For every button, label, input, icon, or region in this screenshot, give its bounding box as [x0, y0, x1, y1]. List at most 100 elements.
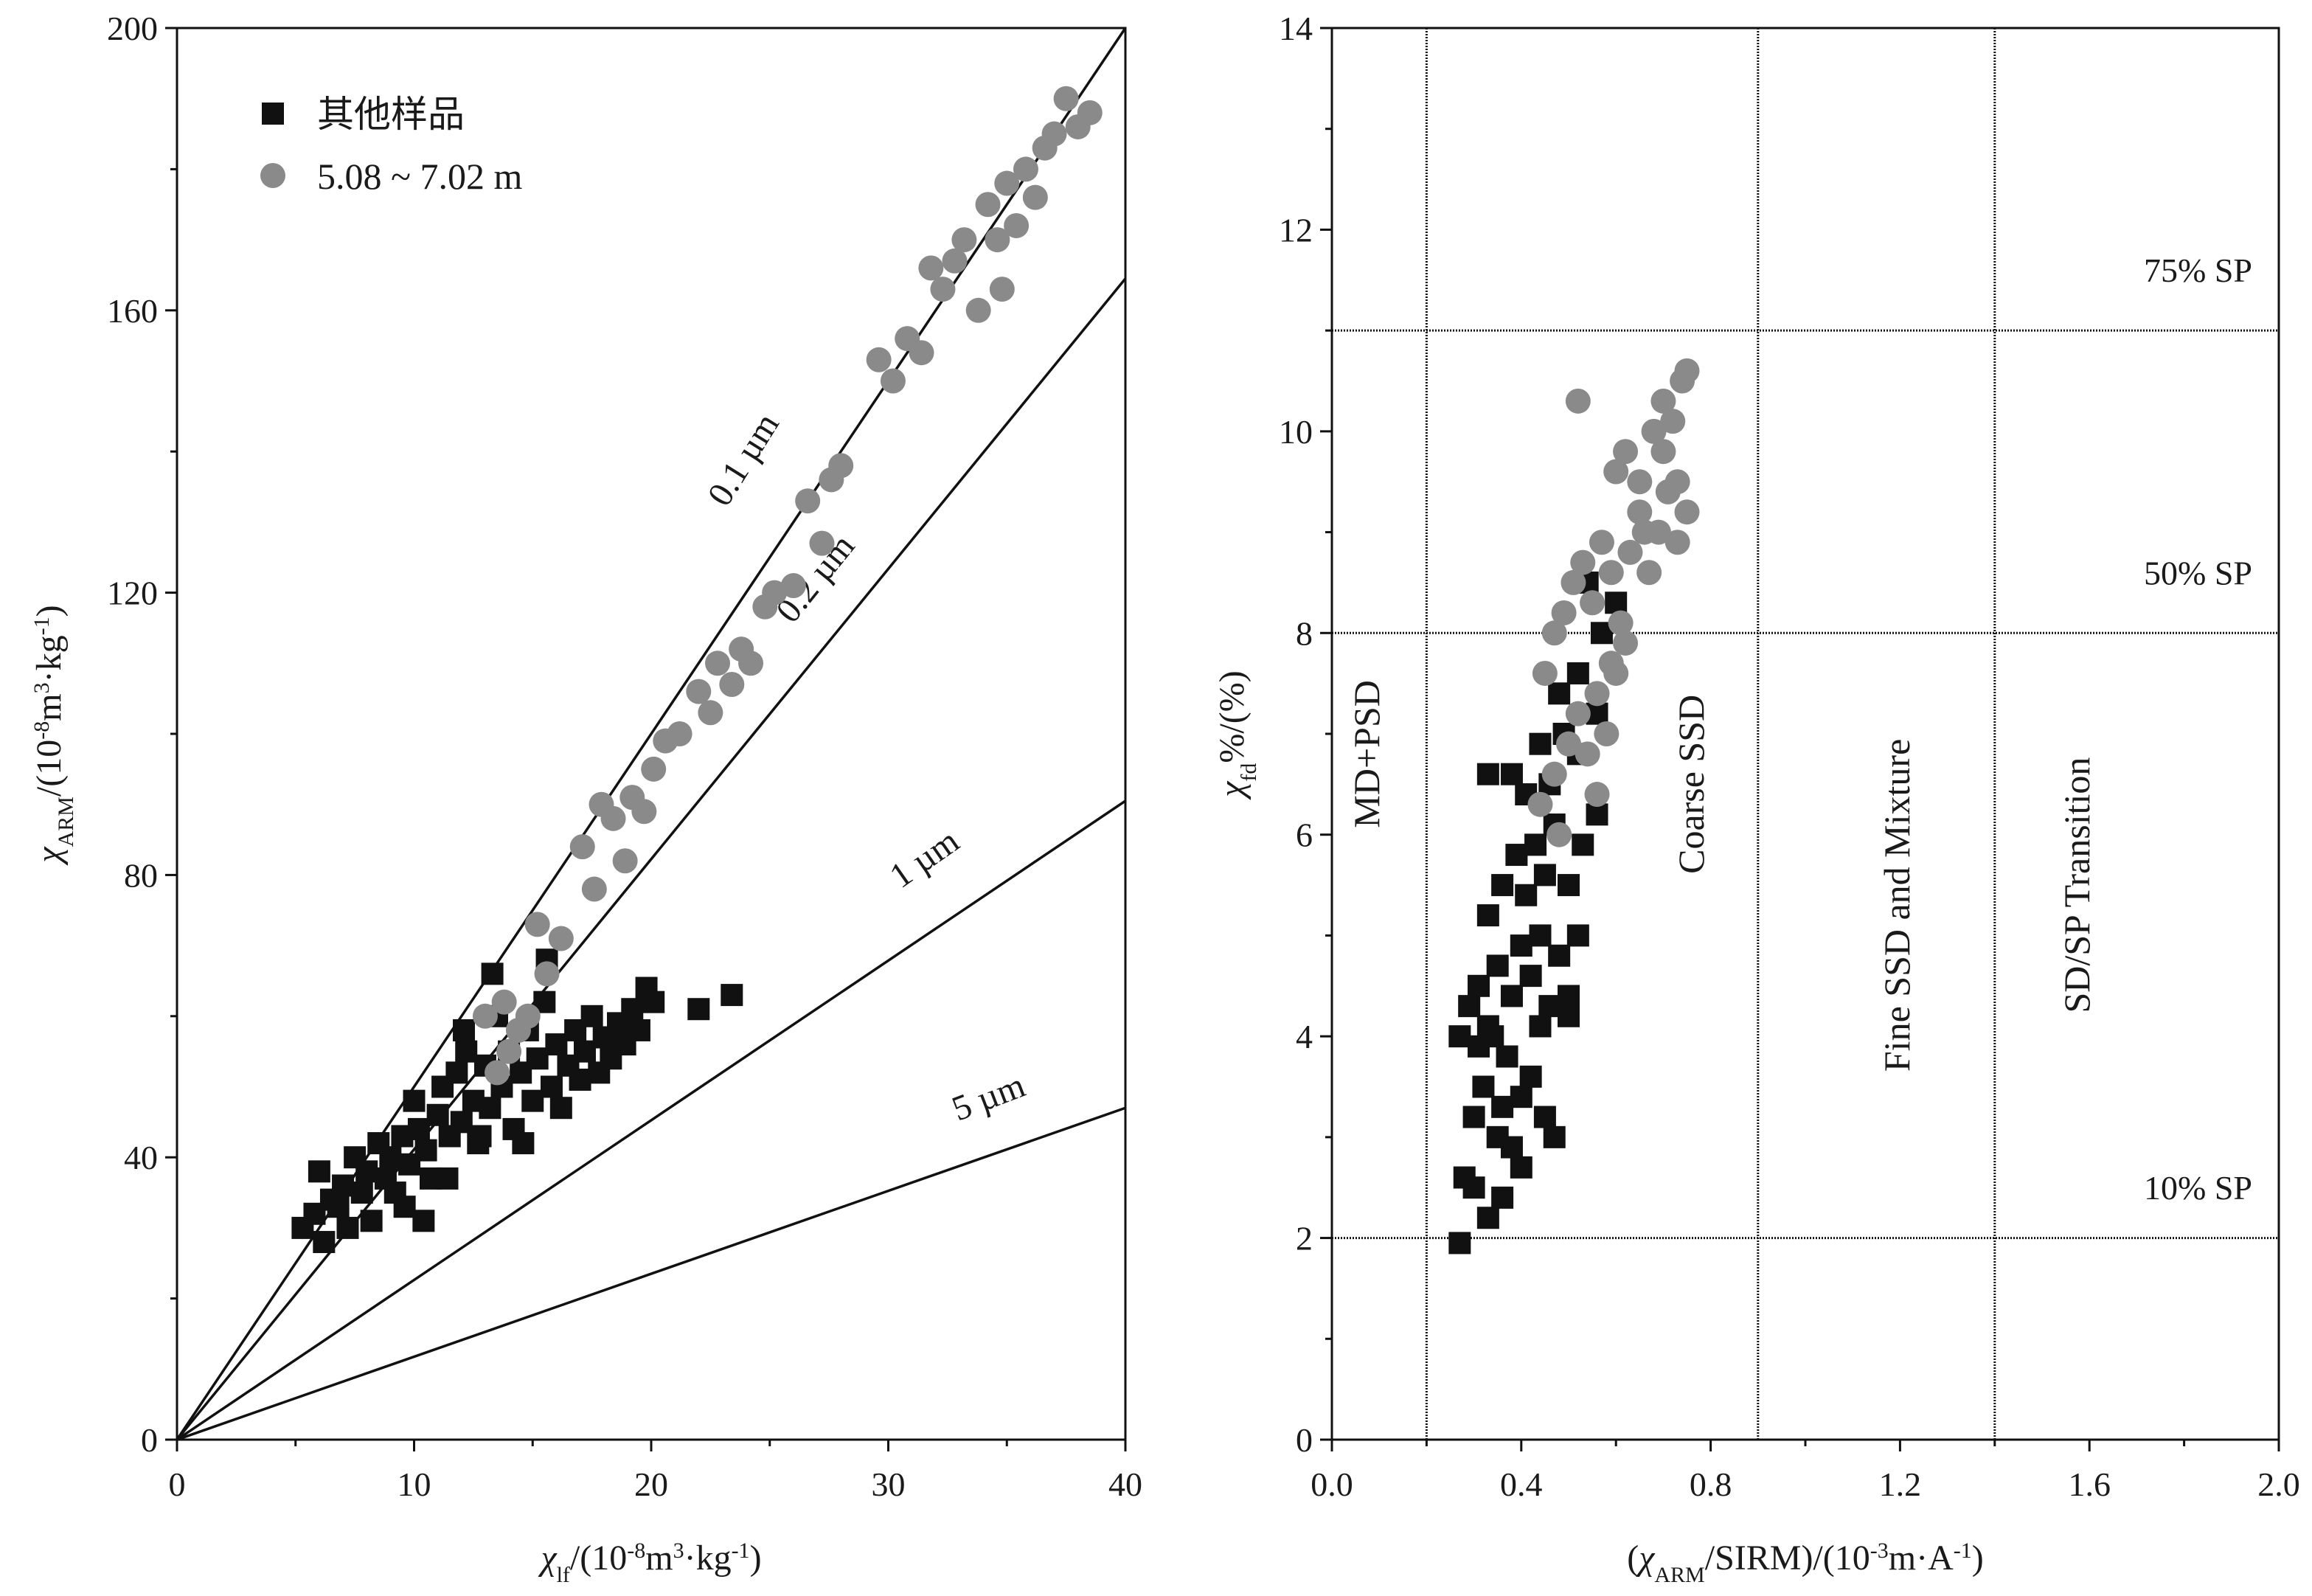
- data-point-square: [1548, 682, 1571, 705]
- data-point-square: [453, 1019, 476, 1041]
- data-point-circle: [1650, 388, 1676, 414]
- data-point-circle: [1603, 459, 1629, 485]
- data-point-square: [313, 1231, 336, 1254]
- right-x-tick-label: 0.0: [1311, 1465, 1353, 1503]
- data-point-square: [1468, 974, 1490, 997]
- data-point-square: [1462, 1106, 1485, 1128]
- data-point-circle: [809, 530, 835, 556]
- data-point-circle: [965, 297, 991, 323]
- data-point-circle: [515, 1003, 541, 1029]
- data-point-circle: [1598, 560, 1624, 586]
- data-point-square: [450, 1111, 473, 1134]
- data-point-square: [642, 990, 665, 1013]
- data-point-square: [1476, 904, 1499, 927]
- reference-line: [176, 799, 1126, 1441]
- data-point-circle: [719, 672, 745, 698]
- data-point-circle: [918, 255, 944, 281]
- data-point-square: [621, 998, 644, 1021]
- data-point-circle: [548, 926, 574, 951]
- data-point-square: [687, 998, 710, 1021]
- data-point-square: [355, 1160, 378, 1183]
- data-point-square: [1533, 864, 1556, 887]
- data-point-circle: [909, 340, 934, 366]
- data-point-square: [412, 1210, 435, 1232]
- right-y-tick-label: 4: [1296, 1018, 1313, 1055]
- data-point-square: [308, 1160, 330, 1183]
- legend-label: 其他样品: [317, 94, 465, 135]
- data-point-circle: [1584, 782, 1610, 808]
- data-point-circle: [1570, 549, 1596, 575]
- data-point-circle: [1650, 439, 1676, 465]
- right-x-tick-label: 2.0: [2257, 1465, 2300, 1503]
- left-y-tick-label: 200: [107, 10, 158, 47]
- data-point-square: [393, 1196, 416, 1218]
- data-point-circle: [534, 961, 560, 987]
- reference-line-label: 1 µm: [883, 821, 966, 895]
- data-point-square: [1519, 965, 1542, 988]
- data-point-square: [1491, 1186, 1514, 1209]
- data-point-square: [379, 1146, 402, 1169]
- sp-level-label: 50% SP: [2144, 554, 2252, 591]
- legend: 其他样品 5.08 ~ 7.02 m: [260, 94, 523, 197]
- left-y-tick-label: 160: [107, 292, 158, 330]
- right-x-tick-label: 1.2: [1879, 1465, 1922, 1503]
- data-point-circle: [1053, 86, 1079, 111]
- data-point-circle: [1541, 620, 1567, 646]
- region-label: MD+PSD: [1346, 680, 1387, 828]
- series-depth-range: [472, 86, 1103, 1086]
- data-point-circle: [1589, 530, 1614, 555]
- left-y-tick-label: 0: [141, 1421, 158, 1459]
- right-y-tick-label: 6: [1296, 816, 1313, 854]
- data-point-circle: [1556, 731, 1581, 757]
- data-point-square: [350, 1182, 373, 1204]
- data-point-circle: [795, 488, 821, 514]
- data-point-circle: [1627, 469, 1653, 495]
- data-point-circle: [1041, 121, 1067, 147]
- data-point-square: [327, 1196, 350, 1218]
- data-point-circle: [1613, 630, 1639, 656]
- data-point-square: [1510, 1156, 1532, 1179]
- reference-line: [176, 27, 1127, 1440]
- data-point-square: [1529, 924, 1552, 947]
- data-point-circle: [762, 580, 788, 606]
- region-label: SD/SP Transition: [2056, 757, 2097, 1013]
- data-point-square: [407, 1117, 430, 1140]
- data-point-circle: [1532, 660, 1558, 686]
- data-point-circle: [496, 1038, 522, 1064]
- data-point-circle: [686, 679, 712, 704]
- left-x-tick-label: 20: [634, 1465, 668, 1503]
- data-point-circle: [1527, 791, 1553, 817]
- data-point-circle: [1617, 539, 1643, 565]
- data-point-circle: [641, 756, 667, 782]
- data-point-circle: [880, 368, 906, 394]
- data-point-square: [1533, 1106, 1556, 1128]
- data-point-square: [1472, 1075, 1495, 1098]
- data-point-square: [549, 1097, 572, 1120]
- data-point-circle: [930, 277, 956, 302]
- data-point-square: [1491, 874, 1514, 897]
- data-point-square: [1543, 1125, 1566, 1148]
- data-point-circle: [1013, 156, 1038, 182]
- series-depth-range: [1527, 358, 1700, 847]
- data-point-circle: [1664, 469, 1690, 495]
- reference-line-label: 5 µm: [947, 1066, 1030, 1129]
- data-point-circle: [1580, 590, 1605, 616]
- data-point-circle: [1636, 560, 1662, 586]
- region-label: Coarse SSD: [1670, 695, 1712, 874]
- right-y-tick-label: 12: [1279, 211, 1313, 249]
- data-point-square: [469, 1125, 492, 1148]
- data-point-square: [1529, 1015, 1552, 1038]
- data-point-circle: [705, 650, 731, 676]
- data-point-square: [512, 1132, 535, 1155]
- data-point-square: [426, 1103, 449, 1126]
- right-x-tick-label: 0.4: [1500, 1465, 1543, 1503]
- data-point-square: [1510, 1086, 1532, 1108]
- data-point-square: [569, 1068, 591, 1091]
- data-point-square: [1515, 884, 1538, 906]
- data-point-square: [1500, 985, 1523, 1007]
- data-point-square: [1458, 995, 1481, 1018]
- data-point-circle: [1541, 761, 1567, 787]
- data-point-square: [540, 1075, 563, 1098]
- data-point-square: [1505, 844, 1528, 867]
